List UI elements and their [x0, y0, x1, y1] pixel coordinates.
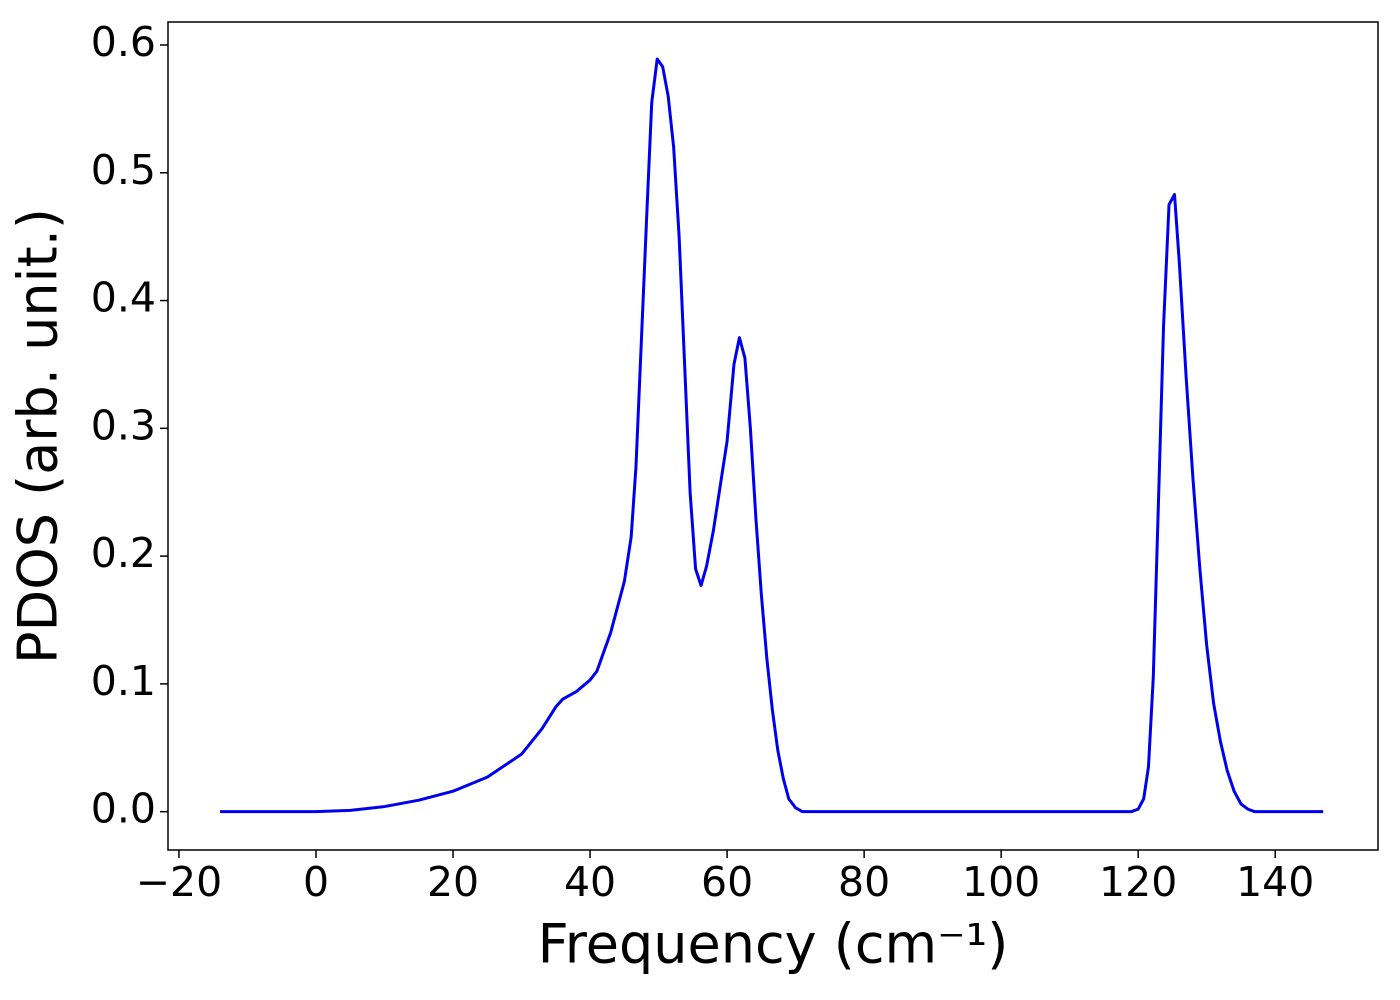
x-tick-label: 40	[564, 858, 616, 906]
pdos-line	[220, 57, 1324, 814]
y-tick-label: 0.3	[91, 401, 156, 449]
x-tick-label: −20	[136, 858, 223, 906]
y-tick-label: 0.6	[91, 18, 156, 66]
x-tick-label: 120	[1099, 858, 1177, 906]
x-tick-label: 140	[1236, 858, 1314, 906]
plot-frame	[167, 21, 1379, 851]
x-tick-label: 60	[701, 858, 753, 906]
x-tick-label: 0	[303, 858, 329, 906]
y-tick-label: 0.0	[91, 785, 156, 833]
x-axis-label: Frequency (cm⁻¹)	[538, 913, 1009, 976]
y-tick-label: 0.4	[91, 274, 156, 322]
x-tick-label: 80	[838, 858, 890, 906]
x-tick-label: 100	[962, 858, 1040, 906]
y-tick-label: 0.5	[91, 146, 156, 194]
y-tick-label: 0.2	[91, 529, 156, 577]
x-tick-label: 20	[427, 858, 479, 906]
y-axis-label: PDOS (arb. unit.)	[7, 208, 70, 664]
y-tick-label: 0.1	[91, 657, 156, 705]
